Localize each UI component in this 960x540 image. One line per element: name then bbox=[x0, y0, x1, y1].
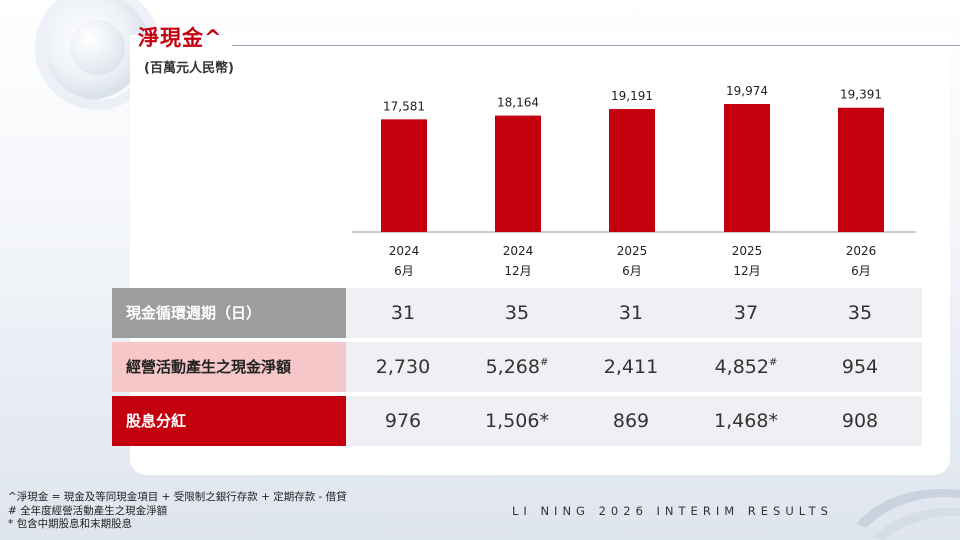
bar-value-label: 19,974 bbox=[726, 84, 768, 98]
table-cell: 1,506* bbox=[485, 410, 549, 432]
row-label: 經營活動產生之現金淨額 bbox=[112, 342, 346, 392]
page-title: 淨現金^ bbox=[138, 26, 223, 50]
footnote-dividend: * 包含中期股息和末期股息 bbox=[8, 518, 133, 530]
footnote-mark: # bbox=[540, 357, 549, 368]
table-cell: 37 bbox=[733, 302, 759, 324]
row-label: 現金循環週期（日） bbox=[112, 288, 346, 338]
category-year-label: 2024 bbox=[503, 244, 534, 258]
category-year-label: 2024 bbox=[389, 244, 420, 258]
category-month-label: 12月 bbox=[733, 264, 760, 278]
table-cell: 31 bbox=[618, 302, 644, 324]
table-row-operating-cash-flow: 經營活動產生之現金淨額 2,730 5,268# 2,411 4,852# 95… bbox=[112, 342, 922, 392]
table-cell: 35 bbox=[847, 302, 873, 324]
category-year-label: 2026 bbox=[846, 244, 877, 258]
table-cell: 2,730 bbox=[375, 356, 431, 378]
table-cell: 869 bbox=[612, 410, 650, 432]
row-label: 股息分紅 bbox=[112, 396, 346, 446]
table-cell: 5,268# bbox=[485, 356, 549, 378]
bar bbox=[838, 107, 884, 232]
bar bbox=[495, 115, 541, 232]
metrics-table: 現金循環週期（日） 31 35 31 37 35 經營活動產生之現金淨額 2,7… bbox=[112, 288, 922, 450]
li-ning-swoosh-logo-icon bbox=[856, 489, 960, 540]
table-cell: 31 bbox=[390, 302, 416, 324]
table-row-cash-cycle: 現金循環週期（日） 31 35 31 37 35 bbox=[112, 288, 922, 338]
bar bbox=[609, 109, 655, 232]
brand-footer-text: LI NING 2026 INTERIM RESULTS bbox=[512, 504, 833, 518]
bar-value-label: 17,581 bbox=[383, 99, 425, 113]
category-month-label: 12月 bbox=[504, 264, 531, 278]
bar-value-label: 19,191 bbox=[611, 89, 653, 103]
category-month-label: 6月 bbox=[622, 264, 642, 278]
table-cell: 4,852# bbox=[714, 356, 778, 378]
bar-value-label: 19,391 bbox=[840, 88, 882, 102]
table-cell: 954 bbox=[841, 356, 879, 378]
bar bbox=[381, 119, 427, 232]
bar bbox=[724, 104, 770, 232]
decorative-ring-inner bbox=[70, 20, 125, 75]
footnotes: ^淨現金 = 現金及等同現金項目 + 受限制之銀行存款 + 定期存款 - 借貸 … bbox=[8, 491, 347, 532]
table-row-dividends: 股息分紅 976 1,506* 869 1,468* 908 bbox=[112, 396, 922, 446]
unit-subtitle: (百萬元人民幣) bbox=[144, 61, 234, 76]
category-month-label: 6月 bbox=[394, 264, 414, 278]
category-year-label: 2025 bbox=[732, 244, 763, 258]
bar-value-label: 18,164 bbox=[497, 96, 539, 110]
footnote-mark: # bbox=[769, 357, 778, 368]
table-cell: 976 bbox=[384, 410, 422, 432]
category-year-label: 2025 bbox=[617, 244, 648, 258]
table-cell: 2,411 bbox=[603, 356, 659, 378]
footnote-net-cash: ^淨現金 = 現金及等同現金項目 + 受限制之銀行存款 + 定期存款 - 借貸 bbox=[8, 491, 347, 503]
title-divider bbox=[232, 45, 960, 46]
net-cash-bar-chart: 17,581 2024 6月 18,164 2024 12月 19,191 2025 6月 19,… bbox=[352, 84, 916, 278]
footnote-full-year: # 全年度經營活動產生之現金淨額 bbox=[8, 504, 168, 517]
table-cell: 1,468* bbox=[714, 410, 778, 432]
table-cell: 35 bbox=[504, 302, 530, 324]
table-cell: 908 bbox=[841, 410, 879, 432]
category-month-label: 6月 bbox=[851, 264, 871, 278]
